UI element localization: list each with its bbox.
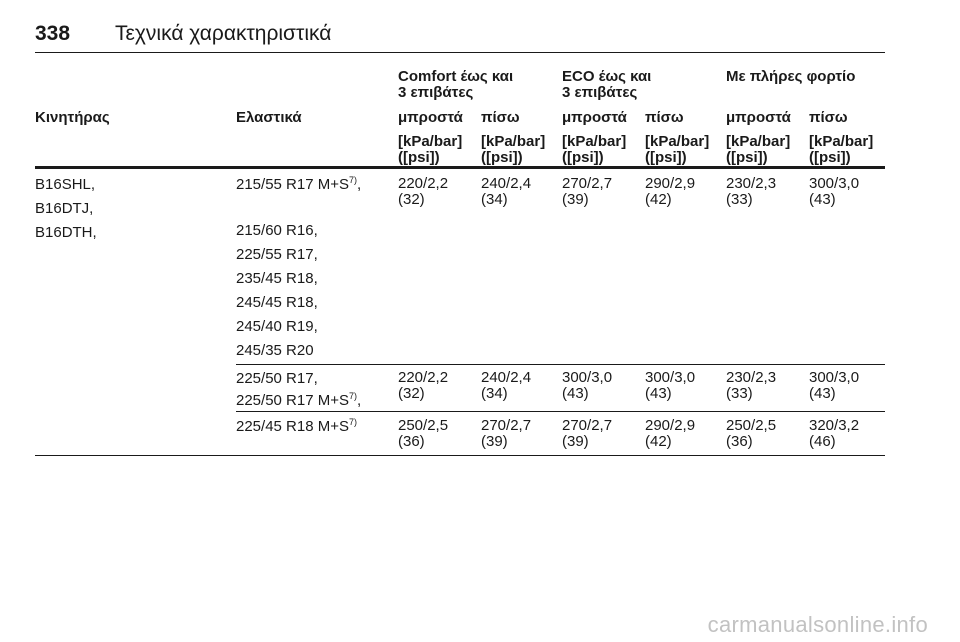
tire-size: 245/35 R20 [236,342,314,359]
group-header-full-load: Με πλήρες φορτίο [726,68,856,85]
pressure-value: 270/2,7 (39) [562,417,613,450]
engine-code: B16DTJ, [35,200,94,217]
pressure-value: 220/2,2 (32) [398,369,449,402]
unit-label: [kPa/bar] ([psi]) [398,133,463,166]
pressure-value: 290/2,9 (42) [645,417,696,450]
tire-size-suffix: , [357,176,362,193]
tire-size-text: 225/50 R17 M+S [236,392,349,409]
row-divider [236,364,885,365]
pressure-value: 240/2,4 (34) [481,175,532,208]
group-header-comfort: Comfort έως και 3 επιβάτες [398,68,514,101]
footnote-ref: 7) [349,417,358,427]
pressure-value: 300/3,0 (43) [809,175,860,208]
tire-size: 225/50 R17, [236,370,318,387]
group-header-eco: ECO έως και 3 επιβάτες [562,68,652,101]
unit-label: [kPa/bar] ([psi]) [562,133,627,166]
col-header-tires: Ελαστικά [236,109,302,126]
col-header-rear: πίσω [645,109,684,126]
tire-size: 225/45 R18 M+S7) [236,417,358,436]
tire-size: 215/55 R17 M+S7), [236,175,362,194]
pressure-value: 230/2,3 (33) [726,369,777,402]
pressure-value: 290/2,9 (42) [645,175,696,208]
pressure-value: 250/2,5 (36) [726,417,777,450]
unit-label: [kPa/bar] ([psi]) [481,133,546,166]
engine-code: B16SHL, [35,176,96,193]
pressure-value: 300/3,0 (43) [645,369,696,402]
col-header-rear: πίσω [481,109,520,126]
pressure-value: 230/2,3 (33) [726,175,777,208]
page-header: 338 Τεχνικά χαρακτηριστικά [35,16,885,53]
tire-size: 215/60 R16, [236,222,318,239]
tire-size: 225/55 R17, [236,246,318,263]
pressure-value: 300/3,0 (43) [562,369,613,402]
tire-size: 245/40 R19, [236,318,318,335]
tire-size-suffix: , [357,392,362,409]
tire-size: 225/50 R17 M+S7), [236,391,362,410]
table-bottom-rule [35,455,885,456]
footnote-ref: 7) [349,391,358,401]
pressure-value: 320/3,2 (46) [809,417,860,450]
unit-label: [kPa/bar] ([psi]) [726,133,791,166]
pressure-value: 240/2,4 (34) [481,369,532,402]
col-header-rear: πίσω [809,109,848,126]
pressure-value: 270/2,7 (39) [562,175,613,208]
header-rule [35,166,885,169]
col-header-front: μπροστά [726,109,791,126]
page-number: 338 [35,22,71,45]
pressure-value: 250/2,5 (36) [398,417,449,450]
tire-size-text: 225/45 R18 M+S [236,418,349,435]
unit-label: [kPa/bar] ([psi]) [809,133,874,166]
pressure-value: 300/3,0 (43) [809,369,860,402]
col-header-front: μπροστά [398,109,463,126]
page-title: Τεχνικά χαρακτηριστικά [115,22,332,45]
col-header-front: μπροστά [562,109,627,126]
col-header-engine: Κινητήρας [35,109,110,126]
pressure-value: 220/2,2 (32) [398,175,449,208]
tire-size: 245/45 R18, [236,294,318,311]
row-divider [236,411,885,412]
tire-size-text: 215/55 R17 M+S [236,176,349,193]
unit-label: [kPa/bar] ([psi]) [645,133,710,166]
watermark: carmanualsonline.info [707,612,928,637]
pressure-value: 270/2,7 (39) [481,417,532,450]
engine-code: B16DTH, [35,224,97,241]
tire-size: 235/45 R18, [236,270,318,287]
footnote-ref: 7) [349,175,358,185]
